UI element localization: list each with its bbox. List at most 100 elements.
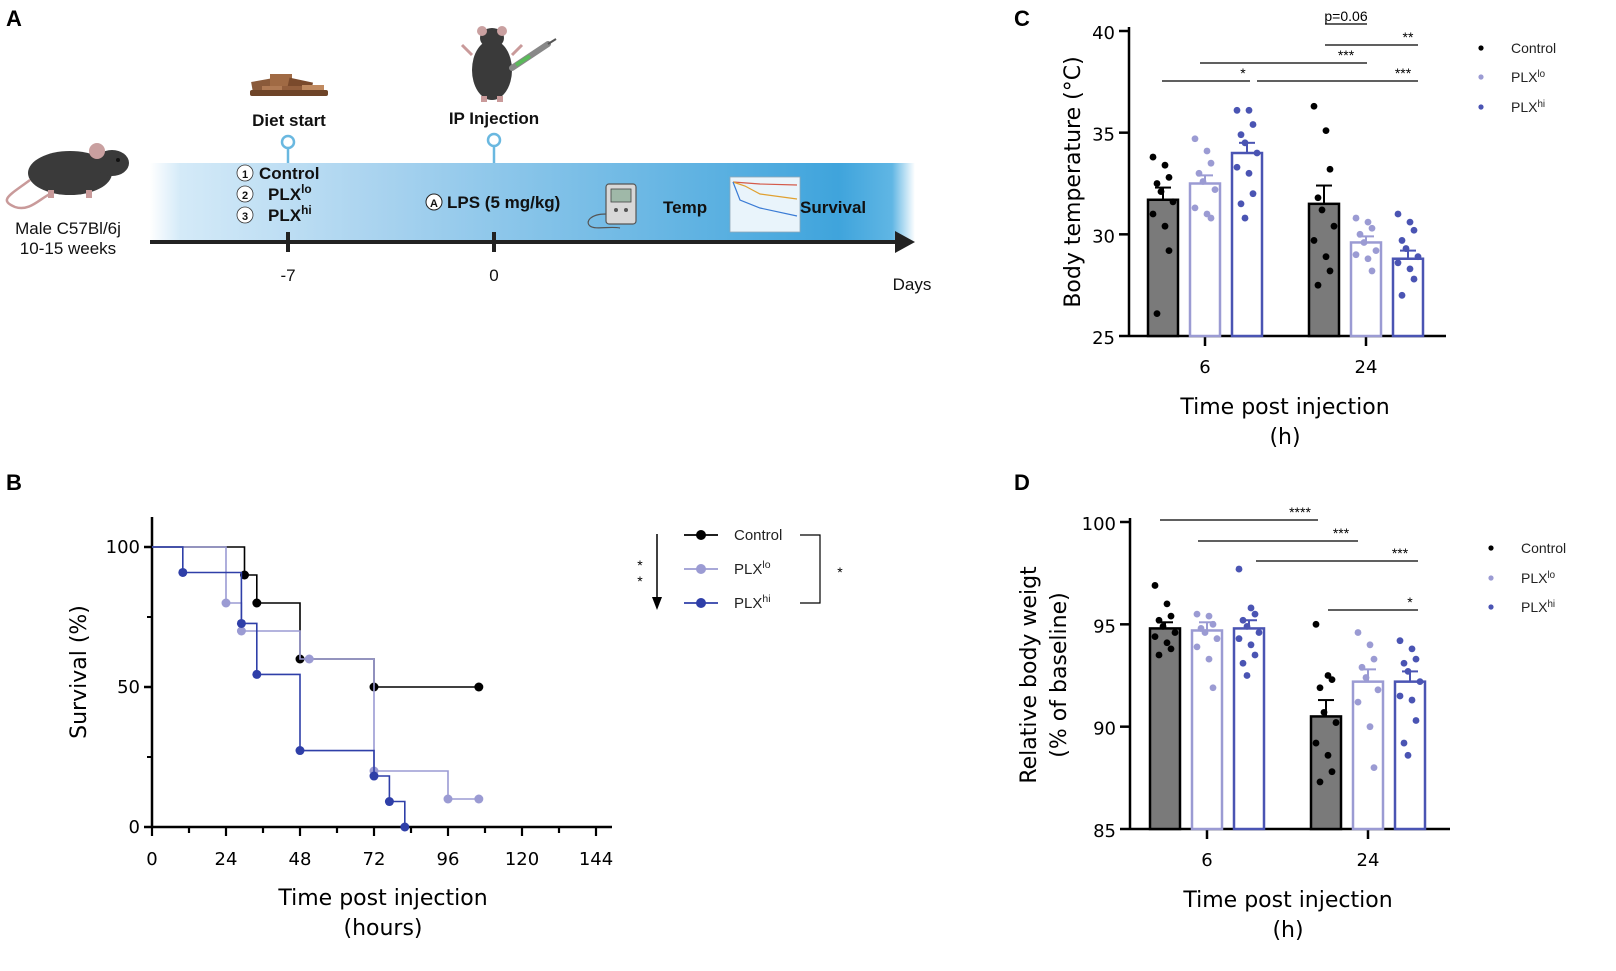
temperature-significance-label: ***	[1395, 65, 1412, 81]
weight-point-plx-hi	[1400, 659, 1408, 667]
weight-point-control	[1328, 676, 1336, 683]
weight-point-plx-hi	[1404, 668, 1412, 675]
temperature-point-plx-lo	[1203, 147, 1211, 155]
temperature-y-tick-label: 40	[1092, 23, 1115, 44]
weight-point-plx-lo	[1201, 629, 1209, 636]
temperature-point-control	[1165, 174, 1173, 181]
mouse-caption-age: 10-15 weeks	[20, 239, 116, 258]
temperature-point-control	[1310, 102, 1318, 110]
weight-point-plx-lo	[1366, 723, 1374, 731]
survival-y-tick-label: 50	[117, 677, 140, 698]
temperature-point-plx-lo	[1356, 230, 1364, 238]
weight-point-control	[1151, 582, 1159, 589]
temperature-y-tick-label: 25	[1092, 328, 1115, 349]
weight-point-plx-hi	[1239, 616, 1247, 624]
weight-point-plx-lo	[1358, 663, 1366, 671]
weight-legend-marker-plx-lo	[1488, 575, 1494, 581]
temperature-x-tick-label: 24	[1355, 357, 1378, 378]
weight-point-plx-lo	[1205, 655, 1213, 663]
temperature-point-plx-hi	[1245, 106, 1253, 114]
temperature-significance-label: *	[1240, 65, 1246, 81]
temperature-point-control	[1161, 222, 1169, 230]
weight-x-axis-label: Time post injection	[1182, 888, 1392, 913]
temperature-point-plx-hi	[1398, 291, 1406, 299]
weight-x-tick-label: 24	[1357, 850, 1380, 871]
temperature-point-control	[1326, 267, 1334, 275]
survival-y-tick-label: 0	[129, 817, 140, 838]
injected-mouse-icon	[460, 26, 524, 102]
weight-point-plx-lo	[1370, 764, 1378, 771]
temperature-point-control	[1161, 161, 1169, 169]
panel-b: B 0 50 100 0 24 48 72 96 120 144 Survival (%) Tim…	[6, 470, 843, 941]
weight-point-plx-hi	[1412, 655, 1420, 663]
weight-point-plx-hi	[1235, 635, 1243, 643]
trend-significance-star: *	[637, 573, 643, 589]
survival-axes: 0 50 100 0 24 48 72 96 120 144	[106, 517, 613, 870]
temperature-significance-label: **	[1403, 29, 1414, 45]
weight-point-control	[1312, 739, 1320, 747]
survival-label: Survival	[800, 198, 866, 217]
survival-point-plx-lo	[443, 794, 453, 804]
group-name: PLXlo	[268, 182, 312, 204]
temperature-point-control	[1149, 153, 1157, 161]
temperature-point-plx-hi	[1241, 214, 1249, 222]
survival-point-plx-lo	[474, 794, 484, 804]
temperature-x-axis-label: Time post injection	[1179, 395, 1389, 420]
temperature-legend-marker-plx-lo	[1478, 74, 1484, 80]
weight-point-plx-lo	[1366, 641, 1374, 649]
weight-point-control	[1320, 708, 1328, 716]
trend-arrow-head	[652, 597, 662, 610]
significance-bracket-label: *	[837, 564, 843, 580]
temperature-point-control	[1310, 237, 1318, 244]
ip-injection-pin	[486, 132, 502, 148]
weight-point-plx-hi	[1400, 739, 1408, 747]
temperature-y-axis-label: Body temperature (°C)	[1061, 56, 1086, 307]
survival-point-control	[252, 598, 262, 608]
weight-y-tick-label: 85	[1093, 821, 1116, 842]
mouse-icon	[5, 143, 129, 210]
temperature-point-plx-hi	[1241, 139, 1249, 147]
legend-marker-plx-lo	[696, 564, 706, 574]
weight-point-plx-lo	[1209, 620, 1217, 628]
weight-point-plx-lo	[1374, 686, 1382, 694]
temperature-point-plx-lo	[1207, 159, 1215, 167]
group-number: 3	[242, 211, 248, 223]
weight-point-control	[1151, 633, 1159, 641]
temperature-significance-label: p=0.06	[1324, 8, 1367, 24]
temperature-point-control	[1326, 165, 1334, 173]
survival-point-control	[240, 570, 249, 580]
temperature-point-plx-lo	[1352, 214, 1360, 222]
weight-point-plx-hi	[1396, 637, 1404, 645]
temperature-point-plx-lo	[1360, 239, 1368, 246]
temperature-point-plx-hi	[1406, 265, 1414, 273]
temperature-point-plx-hi	[1398, 237, 1406, 244]
survival-curve-plx-hi	[152, 546, 406, 827]
weight-point-plx-hi	[1251, 610, 1259, 618]
temperature-point-control	[1318, 206, 1326, 214]
temperature-legend-label-plx-hi: PLXhi	[1511, 99, 1545, 116]
weight-x-tick-label: 6	[1201, 850, 1212, 871]
weight-point-control	[1312, 620, 1320, 628]
temperature-point-control	[1314, 194, 1322, 202]
temperature-point-plx-hi	[1394, 210, 1402, 218]
survival-point-plx-lo	[236, 626, 246, 636]
weight-point-plx-lo	[1193, 610, 1201, 618]
survival-x-tick-label: 24	[215, 849, 238, 870]
temperature-legend-label-control: Control	[1511, 40, 1556, 56]
weight-significance-label: *	[1407, 594, 1413, 610]
weight-point-control	[1159, 622, 1167, 630]
survival-x-tick-label: 120	[505, 849, 539, 870]
weight-bar-control	[1148, 627, 1182, 831]
temperature-x-axis-unit: (h)	[1269, 425, 1300, 450]
temperature-point-plx-hi	[1233, 106, 1241, 114]
survival-curve-plx-lo	[152, 546, 479, 800]
weight-point-control	[1324, 751, 1332, 759]
survival-curve-icon	[729, 176, 801, 233]
weight-point-plx-lo	[1213, 635, 1221, 643]
significance-bracket	[800, 534, 821, 604]
survival-x-tick-label: 72	[363, 849, 386, 870]
